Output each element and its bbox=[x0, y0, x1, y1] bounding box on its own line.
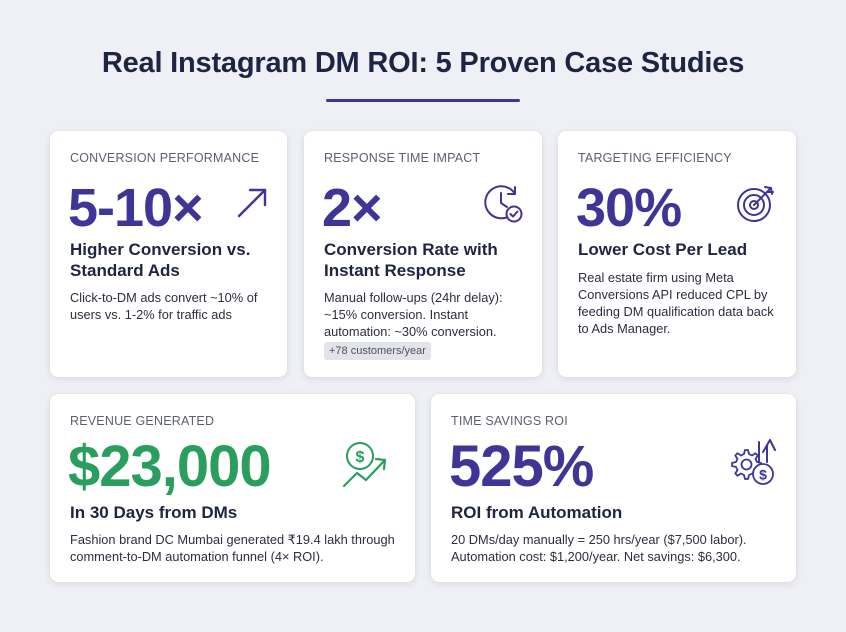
card-conversion-performance: CONVERSION PERFORMANCE 5-10× Higher Conv… bbox=[50, 131, 287, 377]
card-headline: In 30 Days from DMs bbox=[70, 503, 238, 522]
card-time-savings-roi: TIME SAVINGS ROI 525% $ ROI from Automat… bbox=[431, 394, 796, 582]
card-metric: 5-10× bbox=[68, 178, 204, 238]
card-metric: $23,000 bbox=[68, 434, 272, 499]
card-label: TIME SAVINGS ROI bbox=[451, 414, 568, 428]
card-headline: Higher Conversion vs. Standard Ads bbox=[70, 240, 251, 280]
card-label: CONVERSION PERFORMANCE bbox=[70, 151, 260, 165]
card-description: Manual follow-ups (24hr delay): ~15% con… bbox=[324, 290, 503, 339]
card-description: Fashion brand DC Mumbai generated ₹19.4 … bbox=[70, 532, 395, 564]
card-headline: ROI from Automation bbox=[451, 503, 623, 522]
customers-badge: +78 customers/year bbox=[324, 342, 431, 360]
page-title: Real Instagram DM ROI: 5 Proven Case Stu… bbox=[101, 47, 745, 79]
card-description: 20 DMs/day manually = 250 hrs/year ($7,5… bbox=[451, 532, 747, 564]
clock-check-icon bbox=[481, 181, 525, 225]
card-description: Real estate firm using Meta Conversions … bbox=[578, 270, 774, 336]
card-metric: 525% bbox=[449, 434, 594, 499]
card-metric: 2× bbox=[322, 178, 383, 238]
card-headline: Lower Cost Per Lead bbox=[578, 240, 748, 259]
trend-arrow-icon bbox=[234, 185, 270, 221]
gear-dollar-icon: $ bbox=[723, 436, 779, 490]
card-headline: Conversion Rate with Instant Response bbox=[324, 240, 498, 280]
card-metric: 30% bbox=[576, 178, 682, 238]
card-description: Click-to-DM ads convert ~10% of users vs… bbox=[70, 290, 258, 322]
card-label: RESPONSE TIME IMPACT bbox=[324, 151, 481, 165]
card-label: REVENUE GENERATED bbox=[70, 414, 215, 428]
card-response-time-impact: RESPONSE TIME IMPACT 2× Conversion Rate … bbox=[304, 131, 542, 377]
card-targeting-efficiency: TARGETING EFFICIENCY 30% Lower Cost Per … bbox=[558, 131, 796, 377]
title-underline bbox=[326, 99, 520, 102]
card-revenue-generated: REVENUE GENERATED $23,000 $ In 30 Days f… bbox=[50, 394, 415, 582]
target-icon bbox=[734, 181, 778, 225]
dollar-growth-icon: $ bbox=[340, 438, 392, 490]
svg-text:$: $ bbox=[759, 467, 767, 483]
svg-text:$: $ bbox=[356, 449, 365, 466]
card-label: TARGETING EFFICIENCY bbox=[578, 151, 732, 165]
